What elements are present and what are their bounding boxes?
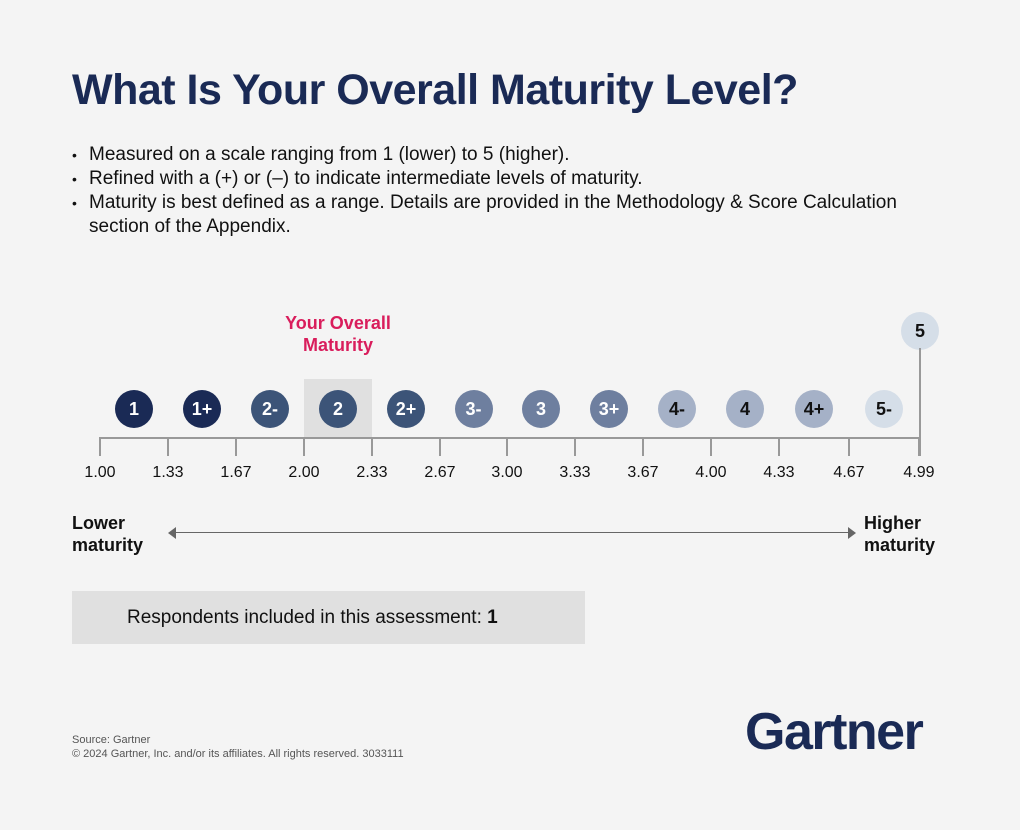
level-badge-3: 3 <box>522 390 560 428</box>
tick-label: 4.99 <box>903 464 935 481</box>
bullet-item: Measured on a scale ranging from 1 (lowe… <box>72 143 932 167</box>
tick-label: 3.33 <box>559 464 591 481</box>
level-badge-5: 5 <box>901 312 939 350</box>
copyright-text: © 2024 Gartner, Inc. and/or its affiliat… <box>72 748 404 760</box>
bullet-list: Measured on a scale ranging from 1 (lowe… <box>72 143 932 239</box>
axis-tick <box>642 437 644 456</box>
tick-label: 4.67 <box>833 464 865 481</box>
axis-tick <box>439 437 441 456</box>
tick-label: 1.00 <box>84 464 116 481</box>
level-badge-5-: 5- <box>865 390 903 428</box>
tick-label: 1.67 <box>220 464 252 481</box>
axis-tick <box>167 437 169 456</box>
tick-label: 2.67 <box>424 464 456 481</box>
tick-label: 4.00 <box>695 464 727 481</box>
tick-label: 2.00 <box>288 464 320 481</box>
level-badge-1+: 1+ <box>183 390 221 428</box>
lower-maturity-label: Lower maturity <box>72 513 144 555</box>
level-badge-3-: 3- <box>454 390 493 428</box>
level-5-stem <box>919 348 921 456</box>
axis-tick <box>303 437 305 456</box>
gartner-logo: Gartner <box>745 703 924 761</box>
bullet-item: Refined with a (+) or (–) to indicate in… <box>72 167 932 191</box>
level-badge-4: 4 <box>726 390 764 428</box>
level-badge-1: 1 <box>115 390 153 428</box>
axis-tick <box>371 437 373 456</box>
respondents-box: Respondents included in this assessment:… <box>72 591 585 644</box>
axis-tick <box>506 437 508 456</box>
level-badge-4+: 4+ <box>795 390 833 428</box>
bullet-item: Maturity is best defined as a range. Det… <box>72 191 932 239</box>
page-title: What Is Your Overall Maturity Level? <box>72 66 798 114</box>
source-text: Source: Gartner <box>72 734 151 746</box>
maturity-arrow <box>172 532 852 533</box>
arrow-left-icon <box>168 527 176 539</box>
axis-tick <box>848 437 850 456</box>
arrow-right-icon <box>848 527 856 539</box>
axis-tick <box>99 437 101 456</box>
axis-tick <box>235 437 237 456</box>
respondents-count: 1 <box>487 606 498 628</box>
level-badge-2: 2 <box>319 390 357 428</box>
level-badge-2-: 2- <box>251 390 289 428</box>
your-maturity-label: Your Overall Maturity <box>285 313 391 355</box>
respondents-label: Respondents included in this assessment: <box>127 606 482 628</box>
scale-axis <box>99 437 919 439</box>
level-badge-4-: 4- <box>658 390 696 428</box>
footer: Source: Gartner © 2024 Gartner, Inc. and… <box>72 733 404 761</box>
level-badge-2+: 2+ <box>387 390 425 428</box>
axis-tick <box>574 437 576 456</box>
axis-tick <box>778 437 780 456</box>
axis-tick <box>710 437 712 456</box>
tick-label: 4.33 <box>763 464 795 481</box>
tick-label: 1.33 <box>152 464 184 481</box>
tick-label: 3.67 <box>627 464 659 481</box>
tick-label: 2.33 <box>356 464 388 481</box>
higher-maturity-label: Higher maturity <box>864 513 936 555</box>
tick-label: 3.00 <box>491 464 523 481</box>
level-badge-3+: 3+ <box>590 390 628 428</box>
